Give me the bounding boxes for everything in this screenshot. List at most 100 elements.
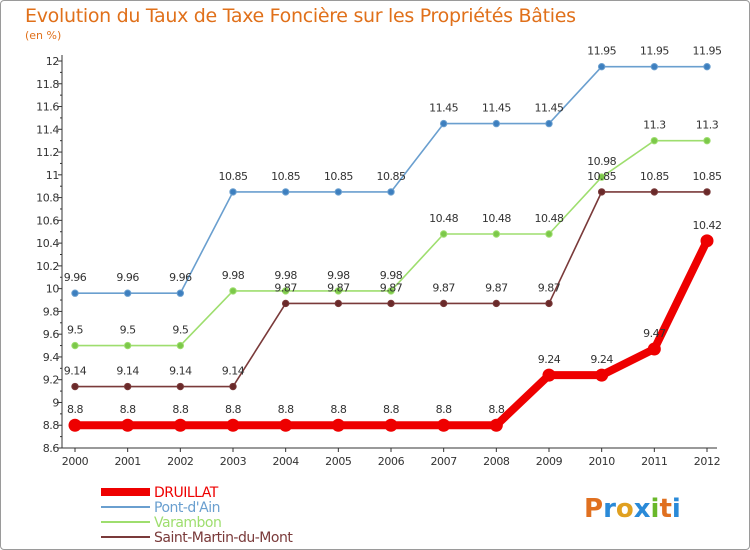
data-point-pont-d-ain	[281, 188, 290, 196]
data-point-druillat	[542, 368, 556, 382]
data-point-pont-d-ain	[334, 188, 343, 196]
data-label-saint-martin-du-mont: 9.14	[222, 365, 245, 378]
data-label-pont-d-ain: 10.85	[377, 170, 406, 183]
y-tick-label: 10	[46, 283, 60, 296]
y-tick-label: 9.6	[43, 328, 60, 341]
y-tick-label: 11.4	[36, 123, 59, 136]
data-label-druillat: 8.8	[488, 403, 504, 416]
data-label-varambon: 9.5	[67, 324, 83, 337]
data-point-varambon	[703, 136, 711, 145]
data-label-saint-martin-du-mont: 9.87	[274, 281, 297, 294]
data-label-varambon: 9.5	[172, 324, 188, 337]
data-label-druillat: 9.47	[643, 327, 666, 340]
data-point-druillat	[489, 418, 503, 432]
data-label-varambon: 10.98	[587, 155, 616, 168]
data-label-saint-martin-du-mont: 10.85	[640, 170, 669, 183]
data-point-druillat	[279, 418, 293, 432]
data-label-saint-martin-du-mont: 9.87	[380, 281, 403, 294]
data-label-pont-d-ain: 11.45	[482, 102, 511, 115]
data-label-varambon: 11.3	[643, 119, 666, 132]
y-tick-label: 9.8	[43, 305, 60, 318]
data-point-druillat	[68, 418, 82, 432]
data-label-varambon: 9.98	[274, 269, 297, 282]
y-tick-label: 11.8	[36, 78, 59, 91]
data-label-pont-d-ain: 10.85	[324, 170, 353, 183]
data-point-pont-d-ain	[123, 289, 132, 297]
legend-label-varambon: Varambon	[154, 515, 221, 531]
data-point-saint-martin-du-mont	[650, 188, 659, 196]
data-point-varambon	[176, 341, 185, 350]
y-tick-label: 10.2	[36, 260, 59, 273]
y-tick-label: 9.2	[43, 374, 59, 387]
data-label-pont-d-ain: 9.96	[64, 271, 87, 284]
data-label-saint-martin-du-mont: 9.14	[64, 365, 87, 378]
data-point-varambon	[229, 287, 237, 295]
data-point-varambon	[545, 230, 553, 238]
y-tick-label: 8.6	[43, 442, 60, 455]
y-tick-label: 10.4	[36, 237, 59, 250]
x-tick-label: 2007	[430, 455, 457, 468]
data-label-pont-d-ain: 10.85	[219, 170, 248, 183]
data-label-saint-martin-du-mont: 9.14	[116, 365, 139, 378]
data-label-varambon: 9.5	[120, 324, 136, 337]
data-point-varambon	[71, 341, 79, 350]
data-point-varambon	[334, 287, 343, 295]
data-label-varambon: 9.98	[380, 269, 403, 282]
data-point-druillat	[331, 418, 345, 432]
y-tick-label: 10.6	[36, 214, 59, 227]
data-label-varambon: 10.48	[429, 212, 458, 225]
legend: DRUILLATPont-d'AinVarambonSaint-Martin-d…	[101, 485, 294, 546]
data-label-druillat: 9.24	[590, 353, 613, 366]
data-point-varambon	[281, 287, 290, 295]
legend-label-saint-martin-du-mont: Saint-Martin-du-Mont	[154, 530, 293, 546]
data-point-saint-martin-du-mont	[229, 382, 237, 391]
data-label-pont-d-ain: 9.96	[116, 271, 139, 284]
x-tick-label: 2000	[62, 455, 89, 468]
data-point-pont-d-ain	[176, 289, 185, 297]
x-tick-label: 2004	[272, 455, 299, 468]
data-point-pont-d-ain	[229, 188, 237, 196]
data-point-druillat	[121, 418, 135, 432]
data-point-druillat	[700, 234, 714, 248]
data-point-saint-martin-du-mont	[334, 299, 343, 308]
data-point-druillat	[595, 368, 609, 382]
data-point-varambon	[123, 341, 132, 350]
data-label-saint-martin-du-mont: 10.85	[693, 170, 722, 183]
axes: 8.6 8.8 9 9.2 9.4 9.6 9.8 10 10.2 10.4 10.6 10.8 11 1…	[36, 55, 721, 468]
data-label-saint-martin-du-mont: 9.14	[169, 365, 192, 378]
data-point-saint-martin-du-mont	[176, 382, 185, 391]
data-label-varambon: 10.48	[482, 212, 511, 225]
data-point-saint-martin-du-mont	[439, 299, 448, 308]
data-point-pont-d-ain	[597, 62, 606, 71]
data-point-varambon	[650, 136, 659, 145]
data-point-pont-d-ain	[650, 62, 659, 71]
data-point-druillat	[384, 418, 398, 432]
data-label-druillat: 8.8	[172, 403, 188, 416]
data-point-saint-martin-du-mont	[71, 382, 79, 391]
data-label-saint-martin-du-mont: 9.87	[485, 281, 508, 294]
data-point-pont-d-ain	[387, 188, 395, 196]
data-point-saint-martin-du-mont	[387, 299, 395, 308]
data-point-varambon	[492, 230, 501, 238]
data-point-pont-d-ain	[703, 62, 711, 71]
x-tick-label: 2001	[114, 455, 140, 468]
y-tick-label: 10.8	[36, 192, 59, 205]
data-label-druillat: 8.8	[225, 403, 241, 416]
data-point-saint-martin-du-mont	[597, 188, 606, 196]
data-label-varambon: 9.98	[222, 269, 245, 282]
data-point-saint-martin-du-mont	[123, 382, 132, 391]
data-label-pont-d-ain: 11.95	[587, 45, 616, 58]
data-label-druillat: 8.8	[278, 403, 294, 416]
data-point-druillat	[437, 418, 451, 432]
data-label-druillat: 9.24	[538, 353, 561, 366]
y-tick-label: 8.8	[43, 419, 60, 432]
data-label-saint-martin-du-mont: 9.87	[432, 281, 455, 294]
data-point-varambon	[597, 173, 606, 181]
y-tick-label: 11	[46, 169, 59, 182]
data-point-pont-d-ain	[545, 119, 553, 128]
data-label-pont-d-ain: 11.95	[693, 45, 722, 58]
data-point-druillat	[226, 418, 240, 432]
data-label-druillat: 8.8	[120, 403, 136, 416]
